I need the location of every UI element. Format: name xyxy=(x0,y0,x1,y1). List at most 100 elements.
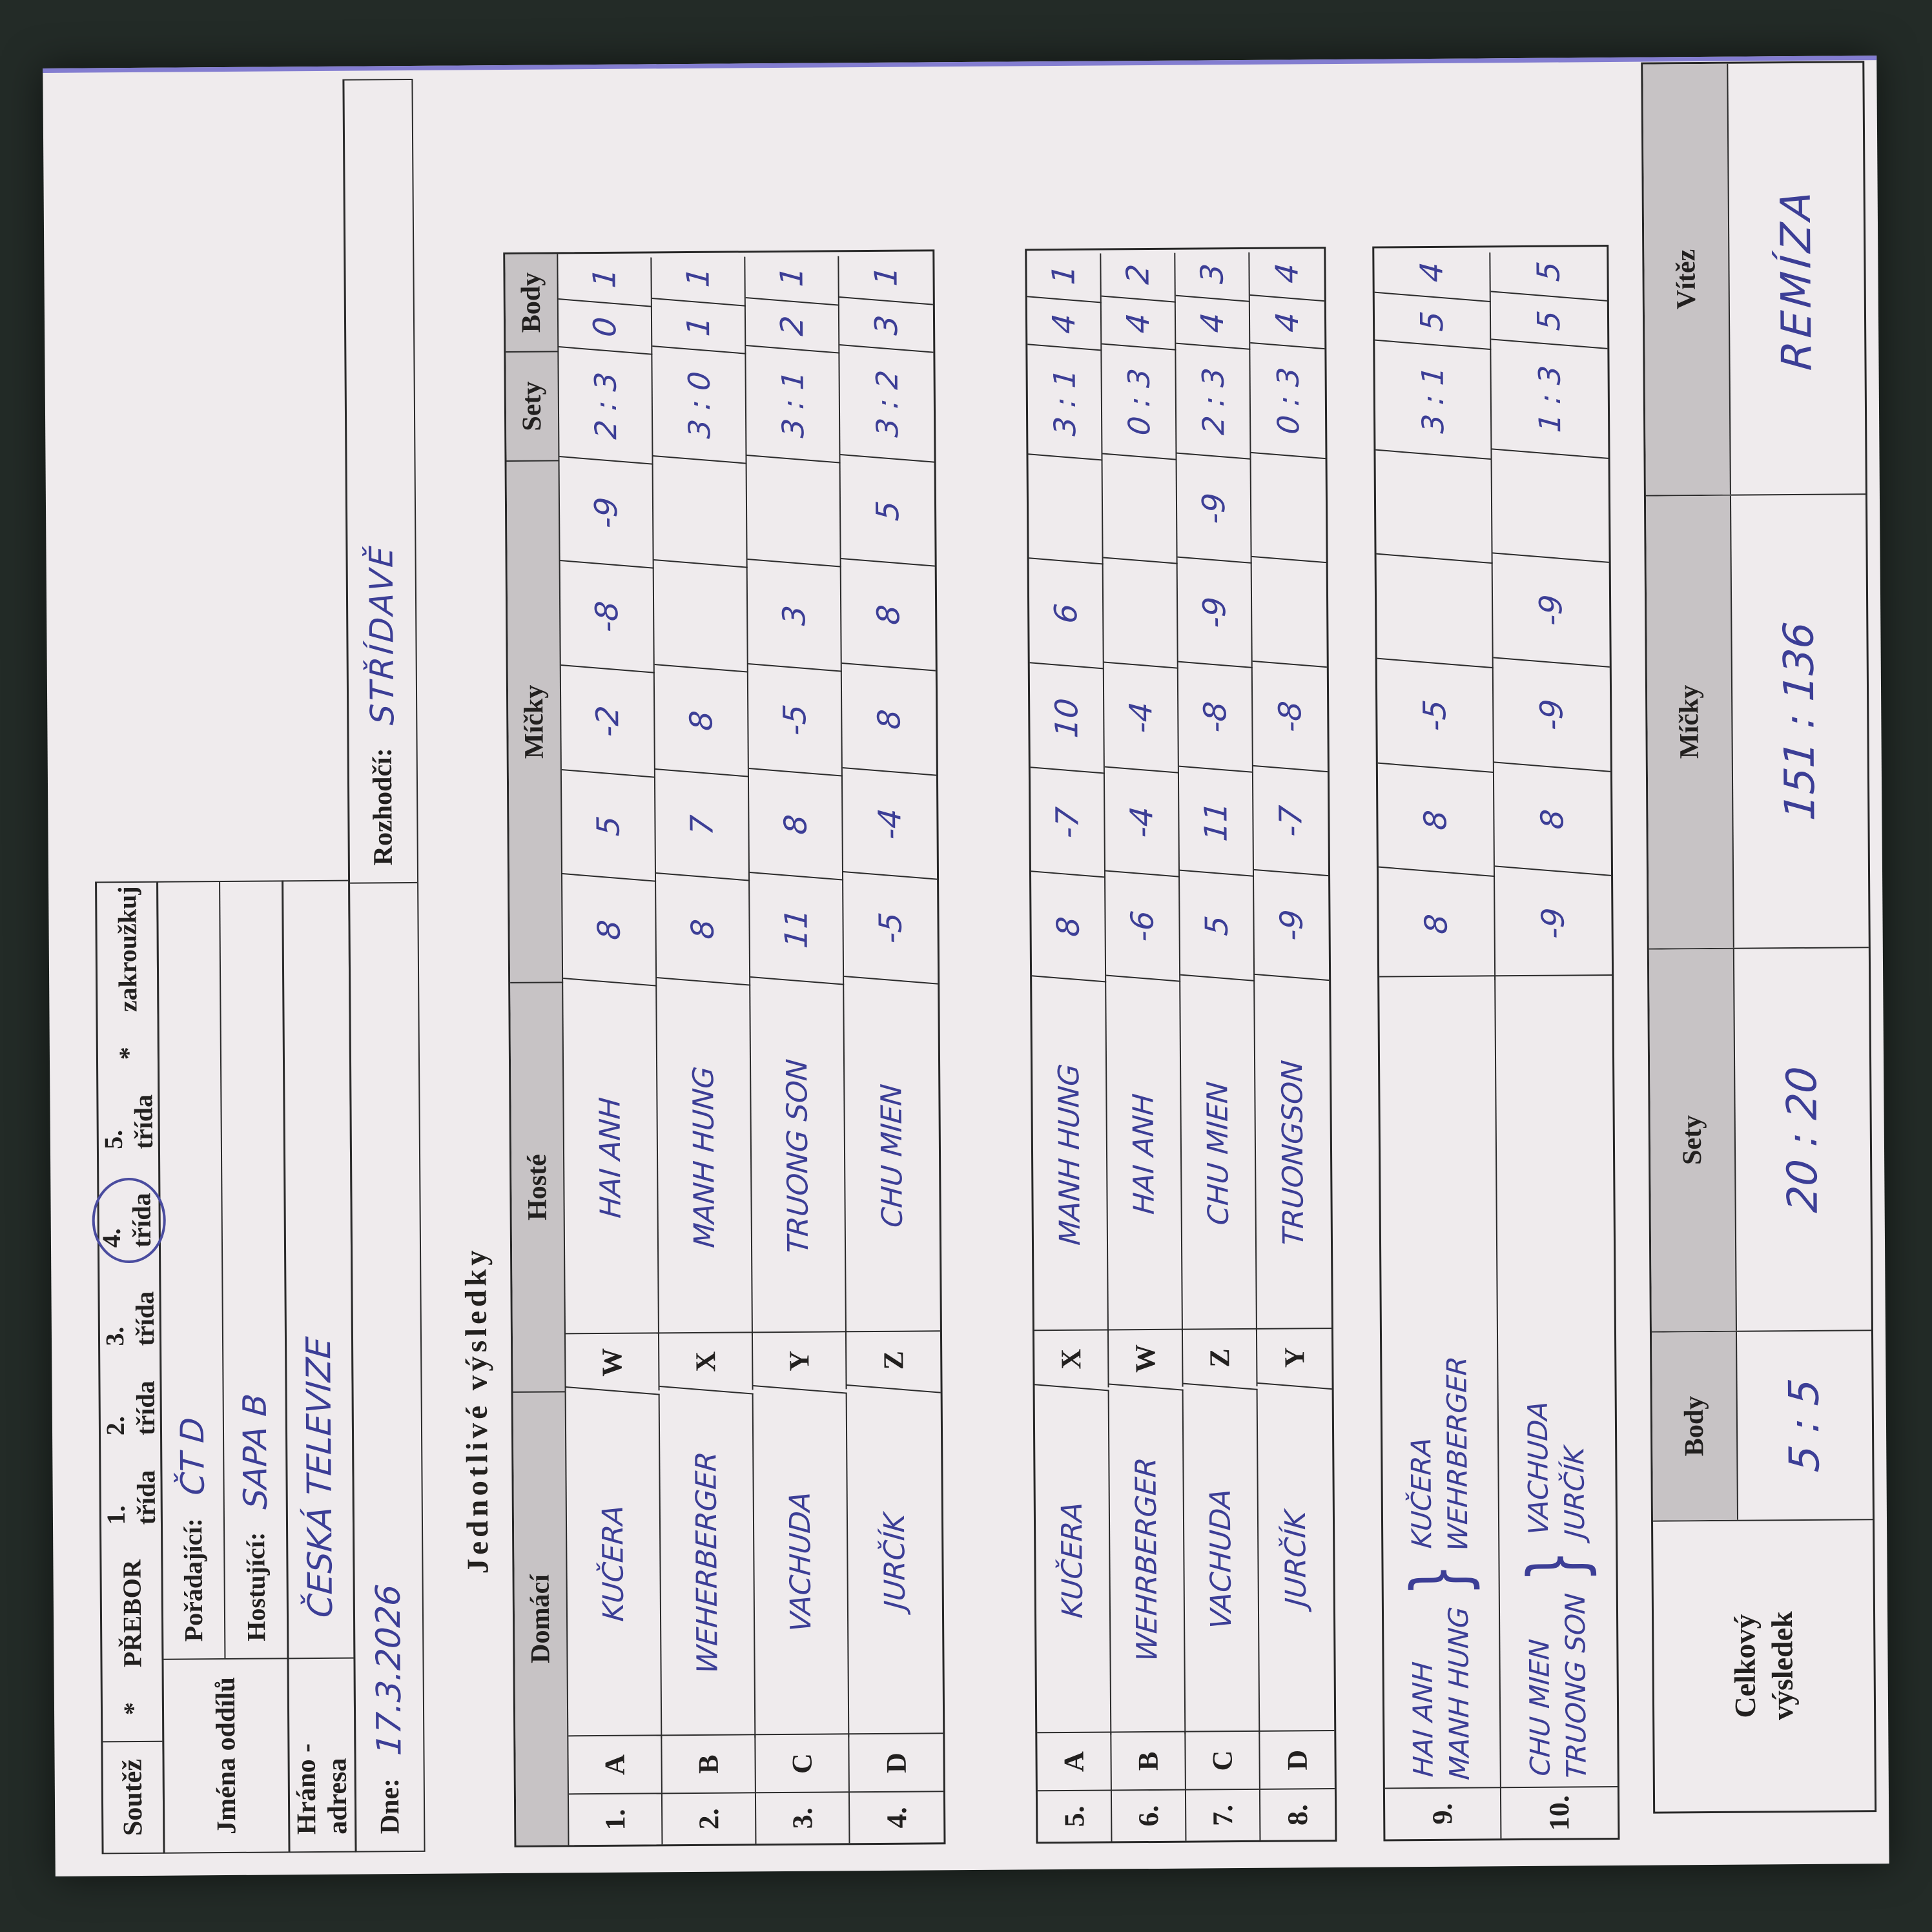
set-ball-score: -4 xyxy=(1104,766,1180,877)
match-number: 9. xyxy=(1384,1787,1501,1840)
points-home: 0 xyxy=(558,298,652,355)
set-ball-score: 8 xyxy=(841,558,936,671)
class-option: PŘEBOR xyxy=(116,1559,147,1668)
guest-player: HAI ANH xyxy=(562,978,659,1337)
points-home: 4 xyxy=(1249,294,1324,349)
guest-column-header: Hosté xyxy=(509,981,566,1392)
points-column-header: Body xyxy=(504,254,559,351)
total-points-header: Body xyxy=(1651,1331,1738,1521)
home-letter: D xyxy=(1259,1730,1335,1789)
points-guest: 4 xyxy=(1373,243,1491,301)
match-number: 3. xyxy=(755,1791,850,1844)
home-letter: C xyxy=(755,1733,850,1793)
set-ball-score: -5 xyxy=(1377,658,1494,772)
set-ball-score: -9 xyxy=(1494,866,1612,980)
competition-row: Soutěž * PŘEBOR 1. třída 2. třída 3. třída 4.… xyxy=(92,881,167,1855)
match-number: 8. xyxy=(1260,1788,1335,1840)
set-ball-score: 11 xyxy=(1178,765,1254,876)
home-letter: D xyxy=(848,1732,943,1792)
sets-result: 2 : 3 xyxy=(1175,343,1251,459)
set-ball-score: 5 xyxy=(561,769,656,881)
class-option: 2. třída xyxy=(100,1381,161,1436)
points-guest: 2 xyxy=(1100,247,1176,302)
set-ball-score: 8 xyxy=(1377,762,1495,876)
total-points-value: 5 : 5 xyxy=(1780,1377,1829,1474)
points-guest: 1 xyxy=(867,264,904,287)
visiting-value: SAPA B xyxy=(236,1392,274,1511)
set-ball-score xyxy=(746,455,841,567)
match-number: 7. xyxy=(1186,1789,1260,1841)
sets-result: 3 : 1 xyxy=(1027,344,1103,460)
points-home: 2 xyxy=(745,296,839,353)
set-ball-score: -9 xyxy=(559,456,654,568)
set-ball-score xyxy=(1027,453,1104,564)
sets-result: 2 : 3 xyxy=(558,346,653,464)
guest-letter: Y xyxy=(752,1331,847,1390)
date-value: 17.3.2026 xyxy=(369,1582,409,1757)
sets-result: 3 : 0 xyxy=(652,345,747,463)
referee-label: Rozhodčí: xyxy=(367,748,398,866)
home-player: KUČERA xyxy=(566,1386,662,1740)
set-ball-score: 6 xyxy=(1029,558,1104,668)
set-ball-score: 8 xyxy=(562,873,657,985)
points-guest: 1 xyxy=(557,250,652,306)
home-letter: B xyxy=(661,1734,756,1793)
handwritten-brace: } xyxy=(1395,1563,1486,1596)
set-ball-score: -4 xyxy=(842,767,937,879)
set-ball-score: 8 xyxy=(748,768,843,880)
set-ball-score: -8 xyxy=(1252,661,1328,772)
set-ball-score xyxy=(1250,452,1326,562)
set-ball-score xyxy=(1251,556,1327,667)
points-home: 4 xyxy=(1027,296,1102,351)
handwritten-brace: } xyxy=(1512,1550,1603,1583)
date-referee-row: Dne: 17.3.2026 Rozhodčí: STŘÍDAVĚ xyxy=(342,78,426,1853)
guest-player: TRUONG SON xyxy=(750,976,847,1335)
set-ball-score xyxy=(652,455,748,568)
set-ball-score: 5 xyxy=(1179,870,1255,981)
set-ball-score xyxy=(1375,449,1493,563)
team-names-row: Jména oddílů Pořádající: ČT D Hostující:… xyxy=(156,880,291,1854)
points-guest: 5 xyxy=(1530,260,1567,283)
set-ball-score xyxy=(1491,448,1609,562)
guest-letter: Z xyxy=(1182,1328,1258,1387)
guest-player: MANH HUNG xyxy=(656,977,753,1336)
match-number: 4. xyxy=(849,1791,943,1844)
section-title: Jednotlivé výsledky xyxy=(458,1246,495,1574)
set-ball-score xyxy=(1103,557,1178,668)
sets-result: 3 : 1 xyxy=(1374,340,1492,459)
set-ball-score: 8 xyxy=(1494,761,1611,876)
venue-label: Hráno - adresa xyxy=(289,1657,355,1852)
guest-letter: X xyxy=(1034,1329,1109,1388)
set-ball-score xyxy=(1102,453,1178,564)
venue-row: Hráno - adresa ČESKÁ TELEVIZE xyxy=(282,879,356,1853)
guest-player: MANH HUNG xyxy=(1031,975,1109,1333)
visiting-label: Hostující: xyxy=(241,1532,271,1641)
sets-result: 0 : 3 xyxy=(1101,344,1177,459)
home-column-header: Domácí xyxy=(513,1391,569,1845)
match-number: 2. xyxy=(662,1792,756,1845)
pair-left-player-1: HAI ANH xyxy=(1406,1660,1440,1778)
doubles-match-row: 9. HAI ANH MANH HUNG} KUČERA WEHRBERGER 8 8 -5 3… xyxy=(1373,243,1501,1840)
organizer-value: ČT D xyxy=(173,1416,212,1497)
competition-class-options: * PŘEBOR 1. třída 2. třída 3. třída 4. třída 5… xyxy=(92,869,167,1741)
home-player: VACHUDA xyxy=(1183,1383,1260,1734)
set-ball-score: 8 xyxy=(655,872,750,985)
results-table-doubles: 9. HAI ANH MANH HUNG} KUČERA WEHRBERGER 8 8 -5 3… xyxy=(1372,243,1619,1842)
set-ball-score: -6 xyxy=(1105,870,1180,981)
set-ball-score: 7 xyxy=(655,768,750,881)
set-ball-score: 8 xyxy=(654,664,749,776)
set-ball-score: -7 xyxy=(1253,765,1328,876)
guest-letter: Y xyxy=(1257,1328,1332,1386)
points-home: 1 xyxy=(652,297,746,354)
set-ball-score: -9 xyxy=(1493,657,1610,771)
team-names-label: Jména oddílů xyxy=(163,1658,289,1853)
set-ball-score: 8 xyxy=(1378,867,1495,981)
class-option: 1. třída xyxy=(101,1470,161,1525)
set-ball-score: -9 xyxy=(1492,553,1610,667)
